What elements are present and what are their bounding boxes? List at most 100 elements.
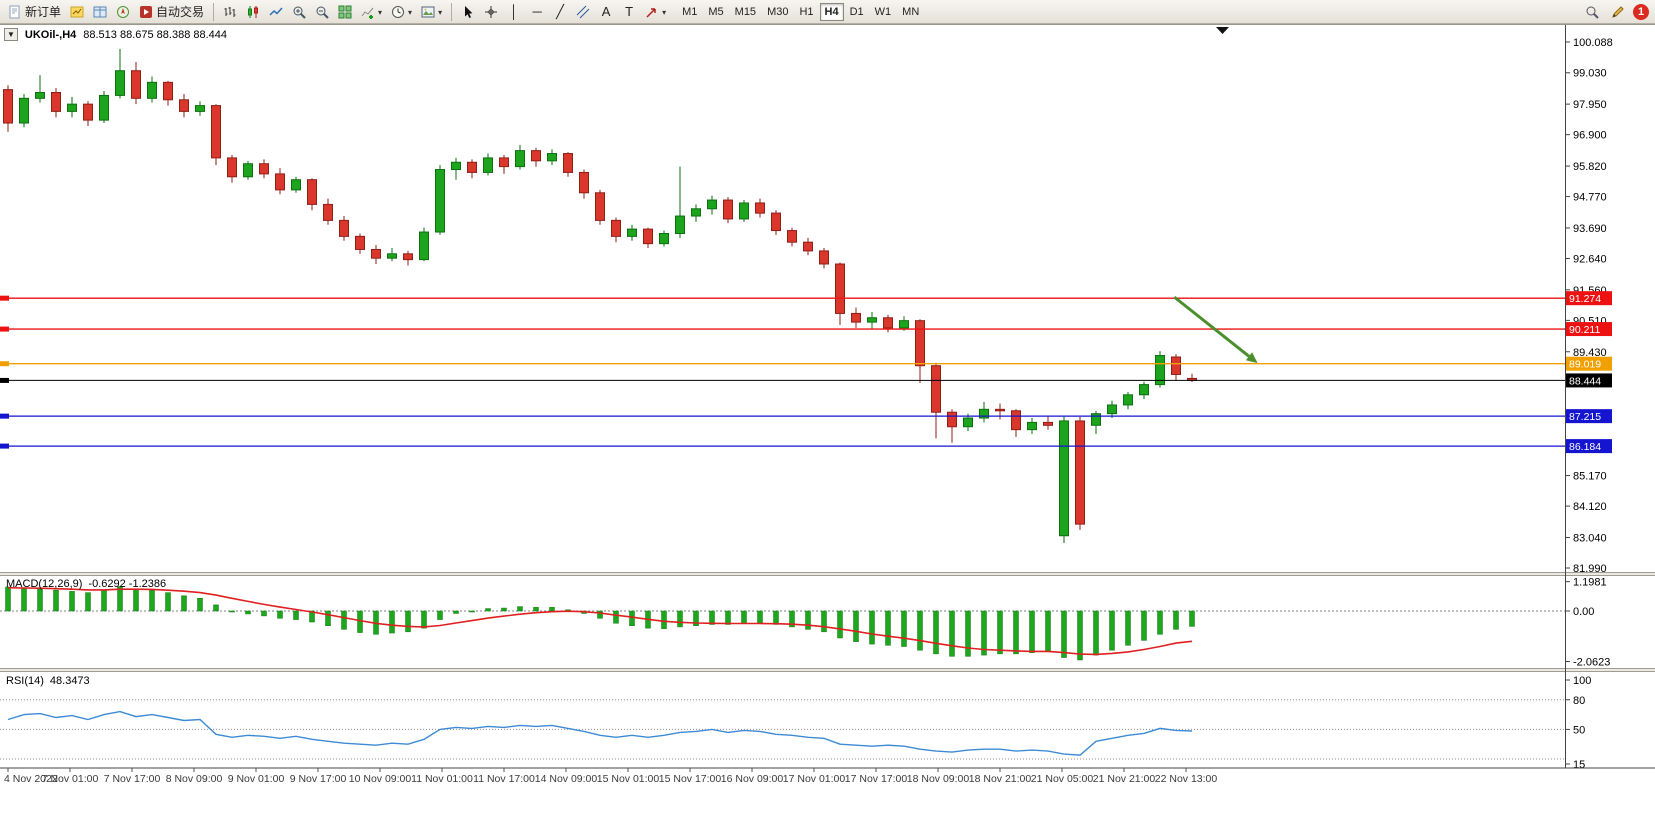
tile-windows-button[interactable] [334,2,356,22]
cursor-tool-button[interactable] [457,2,479,22]
trendline-tool-button[interactable]: ╱ [549,2,571,22]
svg-text:96.900: 96.900 [1573,130,1607,142]
cursor-icon [465,5,473,18]
search-button[interactable] [1581,2,1603,22]
arrows-tool-button[interactable]: ▾ [641,2,670,22]
periods-button[interactable]: ▾ [387,2,416,22]
timeframe-h4[interactable]: H4 [819,2,844,21]
svg-text:50: 50 [1573,724,1585,736]
price-tags: 91.274 90.211 89.019 88.444 87.215 86.184 [1566,291,1612,454]
svg-text:95.820: 95.820 [1573,161,1607,173]
svg-text:11 Nov 17:00: 11 Nov 17:00 [473,773,535,785]
timeframe-m5[interactable]: M5 [703,3,728,21]
notification-badge[interactable]: 1 [1633,3,1649,20]
scroll-position-marker [1216,27,1229,34]
svg-text:0.00: 0.00 [1573,606,1594,618]
zoom-out-icon [316,6,329,19]
auto-trading-icon [140,5,153,18]
svg-text:86.184: 86.184 [1569,441,1601,453]
svg-text:85.170: 85.170 [1573,471,1607,483]
zoom-out-button[interactable] [311,2,333,22]
crosshair-tool-button[interactable] [480,2,502,22]
main-toolbar: 新订单 自动交易 ▾ ▾ ▾ [0,0,1655,24]
svg-text:80: 80 [1573,695,1585,707]
new-chart-button[interactable] [66,2,88,22]
templates-button[interactable]: ▾ [417,2,446,22]
chart-region: 100.088 99.030 97.950 96.900 95.820 94.770 93.… [0,24,1655,826]
timeframe-m15[interactable]: M15 [730,3,761,21]
svg-text:17 Nov 01:00: 17 Nov 01:00 [783,773,846,785]
chart-symbol-timeframe: UKOil-,H4 [24,28,77,41]
expand-chart-toggle[interactable]: ▼ [4,28,18,41]
chart-canvas[interactable]: 100.088 99.030 97.950 96.900 95.820 94.770 93.… [0,24,1655,826]
svg-text:99.030: 99.030 [1573,68,1607,80]
svg-text:15 Nov 01:00: 15 Nov 01:00 [597,773,660,785]
bar-chart-mode-button[interactable] [219,2,241,22]
timeframe-h1[interactable]: H1 [794,3,818,21]
svg-text:9 Nov 17:00: 9 Nov 17:00 [290,773,347,785]
channel-tool-button[interactable] [572,2,594,22]
vertical-line-icon: │ [510,3,519,19]
svg-text:7 Nov 01:00: 7 Nov 01:00 [42,773,99,785]
chevron-down-icon: ▾ [378,8,383,17]
search-icon [1586,6,1599,19]
svg-text:88.444: 88.444 [1569,375,1601,387]
quick-edit-button[interactable] [1607,2,1629,22]
rsi-panel [0,699,1565,760]
svg-text:94.770: 94.770 [1573,192,1607,204]
navigator-button[interactable] [112,2,134,22]
chart-ohlc-values: 88.513 88.675 88.388 88.444 [83,28,228,41]
horizontal-line-icon: ─ [532,3,542,19]
svg-text:21 Nov 21:00: 21 Nov 21:00 [1093,773,1156,785]
new-order-button[interactable]: 新订单 [4,2,65,22]
chart-info-bar: ▼ UKOil-,H4 88.513 88.675 88.388 88.444 [4,28,227,41]
svg-text:15 Nov 17:00: 15 Nov 17:00 [659,773,722,785]
zoom-in-icon [293,6,306,19]
svg-text:16 Nov 09:00: 16 Nov 09:00 [721,773,784,785]
horizontal-line-tool-button[interactable]: ─ [526,2,548,22]
svg-text:11 Nov 01:00: 11 Nov 01:00 [411,773,473,785]
svg-text:83.040: 83.040 [1573,532,1607,544]
horizontal-lines [0,295,1565,449]
svg-text:14 Nov 09:00: 14 Nov 09:00 [535,773,598,785]
indicators-button[interactable]: ▾ [357,2,386,22]
svg-text:22 Nov 13:00: 22 Nov 13:00 [1155,773,1218,785]
svg-text:89.430: 89.430 [1573,347,1607,359]
new-order-icon [9,5,20,18]
timeframe-group: M1 M5 M15 M30 H1 H4 D1 W1 MN [677,2,924,21]
svg-text:18 Nov 21:00: 18 Nov 21:00 [969,773,1032,785]
navigator-icon [117,5,130,18]
timeframe-m30[interactable]: M30 [762,3,793,21]
macd-name: MACD(12,26,9) [6,578,83,590]
chevron-down-icon: ▾ [438,8,443,17]
svg-text:91.274: 91.274 [1569,293,1601,305]
timeframe-m1[interactable]: M1 [677,3,702,21]
svg-text:100: 100 [1573,675,1591,687]
timeframe-d1[interactable]: D1 [845,3,869,21]
svg-text:81.990: 81.990 [1573,563,1607,575]
vertical-line-tool-button[interactable]: │ [503,2,525,22]
line-chart-mode-button[interactable] [265,2,287,22]
toolbar-separator [451,2,453,21]
svg-text:1.1981: 1.1981 [1573,577,1607,589]
text-tool-button[interactable]: A [595,2,617,22]
market-watch-button[interactable] [89,2,111,22]
svg-text:7 Nov 17:00: 7 Nov 17:00 [104,773,161,785]
macd-indicator-label: MACD(12,26,9) -0.6292 -1.2386 [6,578,166,590]
candlestick-icon [248,5,259,18]
text-label-tool-button[interactable]: T [618,2,640,22]
candles [3,48,1197,544]
svg-text:100.088: 100.088 [1573,37,1613,49]
auto-trading-button[interactable]: 自动交易 [135,2,208,22]
svg-text:93.690: 93.690 [1573,223,1607,235]
text-tool-icon: A [601,3,611,19]
candlestick-mode-button[interactable] [242,2,264,22]
svg-text:84.120: 84.120 [1573,501,1607,513]
timeframe-w1[interactable]: W1 [870,3,897,21]
svg-text:9 Nov 01:00: 9 Nov 01:00 [228,773,285,785]
svg-text:10 Nov 09:00: 10 Nov 09:00 [349,773,412,785]
toolbar-right-group: 1 [1581,2,1651,22]
zoom-in-button[interactable] [288,2,310,22]
timeframe-mn[interactable]: MN [897,3,924,21]
svg-text:15: 15 [1573,759,1585,771]
